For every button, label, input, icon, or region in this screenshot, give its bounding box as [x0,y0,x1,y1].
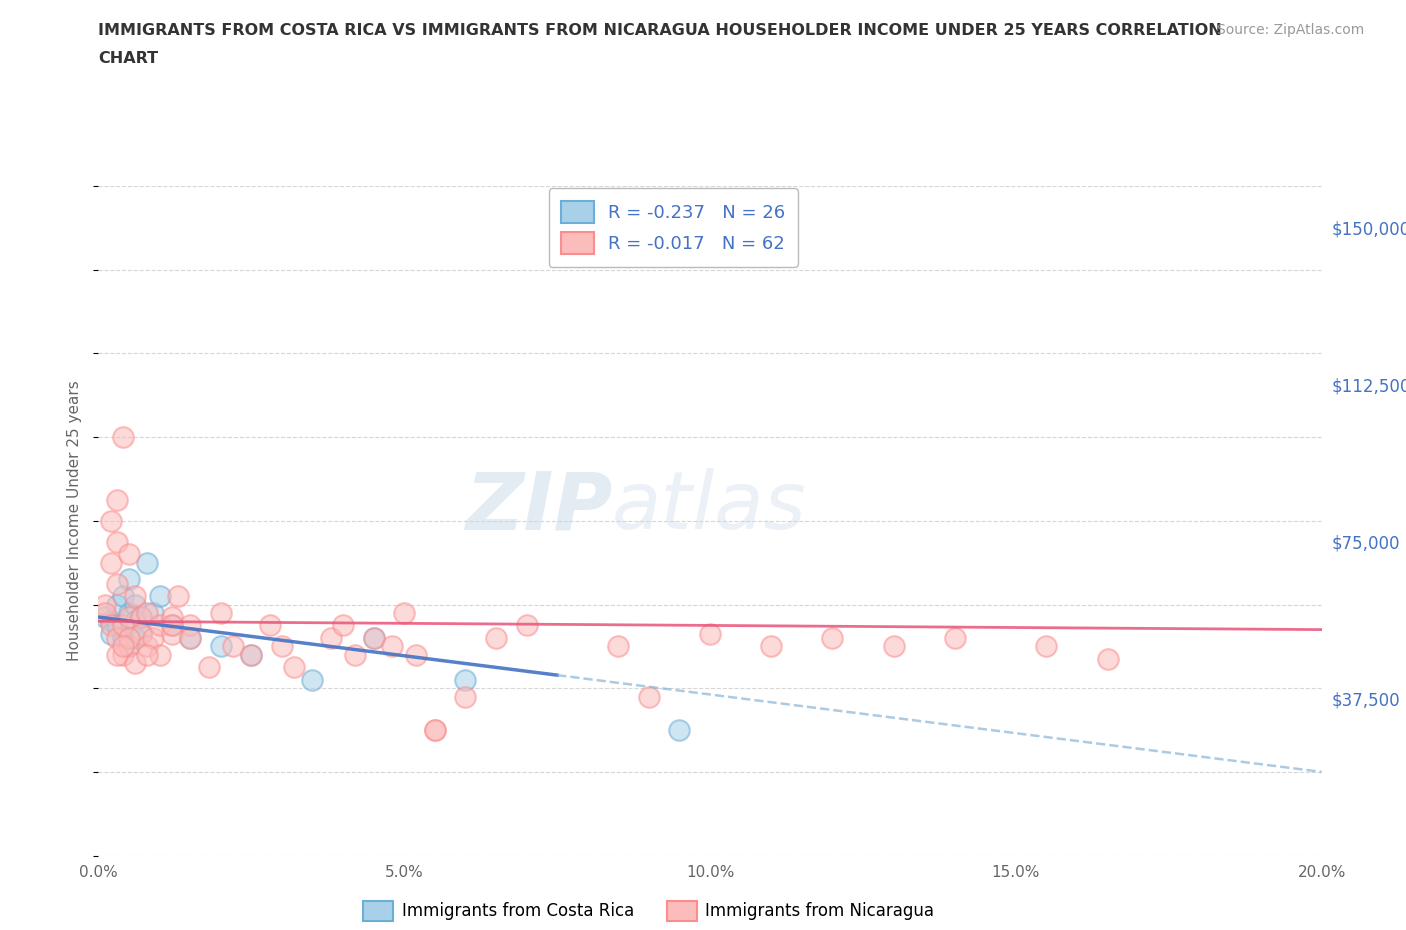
Point [100,614,122,629]
Point [100,627,122,642]
Point [209,605,232,620]
Point [118,631,141,645]
Point [240,647,263,662]
Text: CHART: CHART [98,51,159,66]
Point [111,589,134,604]
Point [405,647,427,662]
Point [319,631,342,645]
Point [111,631,134,645]
Y-axis label: Householder Income Under 25 years: Householder Income Under 25 years [67,380,83,661]
Point [283,660,305,675]
Point [105,647,128,662]
Point [149,647,172,662]
Point [270,639,292,654]
Point [160,627,183,642]
Point [240,647,263,662]
Point [454,672,477,687]
Point [93,597,115,612]
Point [129,610,152,625]
Point [821,631,844,645]
Point [883,639,905,654]
Point [93,605,115,620]
Point [259,618,281,633]
Point [124,631,146,645]
Point [454,689,477,704]
Point [149,618,172,633]
Point [136,555,159,570]
Point [124,597,146,612]
Point [124,614,146,629]
Point [142,605,165,620]
Text: IMMIGRANTS FROM COSTA RICA VS IMMIGRANTS FROM NICARAGUA HOUSEHOLDER INCOME UNDER: IMMIGRANTS FROM COSTA RICA VS IMMIGRANTS… [98,23,1222,38]
Point [100,555,122,570]
Point [105,535,128,550]
Point [179,631,201,645]
Point [118,547,141,562]
Point [105,493,128,508]
Point [124,589,146,604]
Point [124,656,146,671]
Point [100,618,122,633]
Point [423,723,446,737]
Point [149,589,172,604]
Point [392,605,416,620]
Point [668,723,690,737]
Point [105,618,128,633]
Point [167,589,190,604]
Point [332,618,354,633]
Point [118,605,141,620]
Point [516,618,538,633]
Point [111,618,134,633]
Point [160,610,183,625]
Point [111,647,134,662]
Point [118,639,141,654]
Point [637,689,661,704]
Point [118,610,141,625]
Point [485,631,508,645]
Point [222,639,245,654]
Point [142,631,165,645]
Point [129,610,152,625]
Point [381,639,404,654]
Point [111,639,134,654]
Point [363,631,385,645]
Point [943,631,966,645]
Point [197,660,219,675]
Point [301,672,323,687]
Point [1097,652,1119,667]
Point [179,618,201,633]
Point [105,577,128,591]
Legend: Immigrants from Costa Rica, Immigrants from Nicaragua: Immigrants from Costa Rica, Immigrants f… [357,894,941,927]
Point [129,627,152,642]
Text: ZIP: ZIP [465,469,612,547]
Point [160,618,183,633]
Point [1035,639,1057,654]
Point [179,631,201,645]
Point [105,597,128,612]
Point [699,627,721,642]
Point [118,639,141,654]
Point [129,627,152,642]
Point [423,723,446,737]
Point [111,430,134,445]
Point [607,639,630,654]
Text: atlas: atlas [612,469,807,547]
Point [209,639,232,654]
Point [344,647,367,662]
Point [136,639,159,654]
Text: Source: ZipAtlas.com: Source: ZipAtlas.com [1216,23,1364,37]
Point [136,605,159,620]
Point [118,572,141,587]
Point [136,647,159,662]
Point [363,631,385,645]
Point [160,618,183,633]
Point [759,639,782,654]
Point [93,610,115,625]
Point [105,631,128,645]
Point [100,513,122,528]
